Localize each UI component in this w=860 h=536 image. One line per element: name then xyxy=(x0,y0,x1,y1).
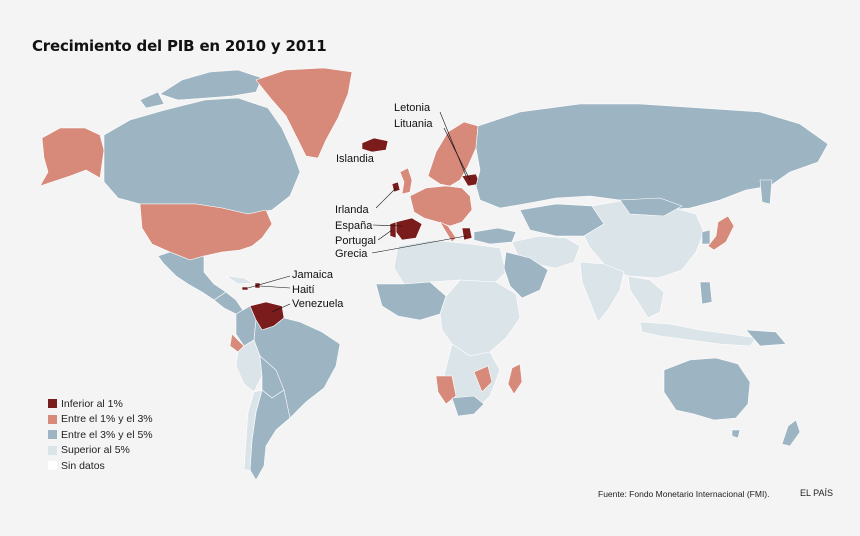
region-portugal xyxy=(389,221,397,239)
region-cuba xyxy=(225,275,253,285)
leader-line-espana xyxy=(372,224,403,227)
region-new-zealand xyxy=(781,419,801,447)
region-iceland xyxy=(361,137,389,153)
legend-label: Inferior al 1% xyxy=(61,397,123,410)
region-canada xyxy=(103,97,301,215)
region-usa xyxy=(139,203,273,261)
label-letonia: Letonia xyxy=(394,102,431,114)
region-philippines xyxy=(699,281,713,305)
leader-line-portugal xyxy=(377,229,393,241)
region-south-africa xyxy=(451,395,485,417)
label-islandia: Islandia xyxy=(336,153,375,165)
region-ireland xyxy=(391,181,401,193)
region-mongolia xyxy=(619,197,683,217)
region-india xyxy=(579,261,625,323)
brand-credit: EL PAÍS xyxy=(800,488,834,498)
leader-line-grecia xyxy=(371,235,467,254)
legend-label: Entre el 3% y el 5% xyxy=(61,428,153,441)
region-japan xyxy=(707,215,735,251)
legend-label: Entre el 1% y el 3% xyxy=(61,413,153,426)
label-lituania: Lituania xyxy=(394,118,433,130)
region-se-asia xyxy=(627,275,665,319)
region-tasmania xyxy=(731,429,741,439)
region-mozambique xyxy=(473,365,493,393)
label-haiti: Haití xyxy=(292,284,315,296)
legend-item-superior-5: Superior al 5% xyxy=(48,443,153,459)
region-north-africa xyxy=(393,239,507,285)
label-grecia: Grecia xyxy=(335,248,368,260)
region-papua xyxy=(745,329,787,347)
legend-label: Sin datos xyxy=(61,459,105,472)
region-uk xyxy=(399,167,413,195)
label-espana: España xyxy=(335,220,373,232)
region-spain xyxy=(395,217,423,241)
leader-line-letonia xyxy=(439,111,467,177)
region-west-africa xyxy=(375,281,447,321)
region-arabia xyxy=(503,251,549,299)
legend-item-entre-1-3: Entre el 1% y el 3% xyxy=(48,412,153,428)
leader-line-haiti xyxy=(259,285,291,289)
legend-swatch xyxy=(48,461,57,471)
map-title: Crecimiento del PIB en 2010 y 2011 xyxy=(32,37,327,55)
legend-swatch xyxy=(48,399,57,409)
region-namibia xyxy=(435,375,457,405)
label-venezuela: Venezuela xyxy=(292,298,344,310)
region-jamaica xyxy=(241,286,249,291)
legend-label: Superior al 5% xyxy=(61,444,130,457)
legend-item-sin-datos: Sin datos xyxy=(48,458,153,474)
legend-item-inferior-1: Inferior al 1% xyxy=(48,396,153,412)
region-indonesia xyxy=(639,321,757,347)
region-mexico xyxy=(157,251,227,301)
region-greece xyxy=(461,227,473,241)
region-central-africa xyxy=(439,279,521,357)
legend-swatch xyxy=(48,445,57,455)
region-kazakhstan xyxy=(519,203,605,237)
region-greenland xyxy=(255,67,353,159)
region-turkey xyxy=(473,227,517,245)
leader-line-irlanda xyxy=(375,187,397,209)
legend-swatch xyxy=(48,414,57,424)
source-note: Fuente: Fondo Monetario Internacional (F… xyxy=(598,489,770,499)
region-alaska xyxy=(39,127,105,187)
legend-item-entre-3-5: Entre el 3% y el 5% xyxy=(48,427,153,443)
label-jamaica: Jamaica xyxy=(292,269,334,281)
leader-line-jamaica xyxy=(247,275,291,289)
region-australia xyxy=(663,357,751,421)
region-europe xyxy=(409,185,473,227)
legend-swatch xyxy=(48,430,57,440)
leader-line-venezuela xyxy=(271,303,291,313)
region-arctic-islands xyxy=(159,69,263,101)
region-russia xyxy=(475,103,829,211)
region-madagascar xyxy=(507,363,523,395)
region-chile xyxy=(243,389,263,471)
label-portugal: Portugal xyxy=(335,235,376,247)
region-arctic-islands-2 xyxy=(139,91,165,109)
region-korea xyxy=(701,229,711,245)
label-irlanda: Irlanda xyxy=(335,204,370,216)
leader-line-lituania xyxy=(443,127,471,181)
legend: Inferior al 1% Entre el 1% y el 3% Entre… xyxy=(48,396,153,474)
region-italy xyxy=(439,221,457,243)
region-kamchatka xyxy=(759,179,773,205)
